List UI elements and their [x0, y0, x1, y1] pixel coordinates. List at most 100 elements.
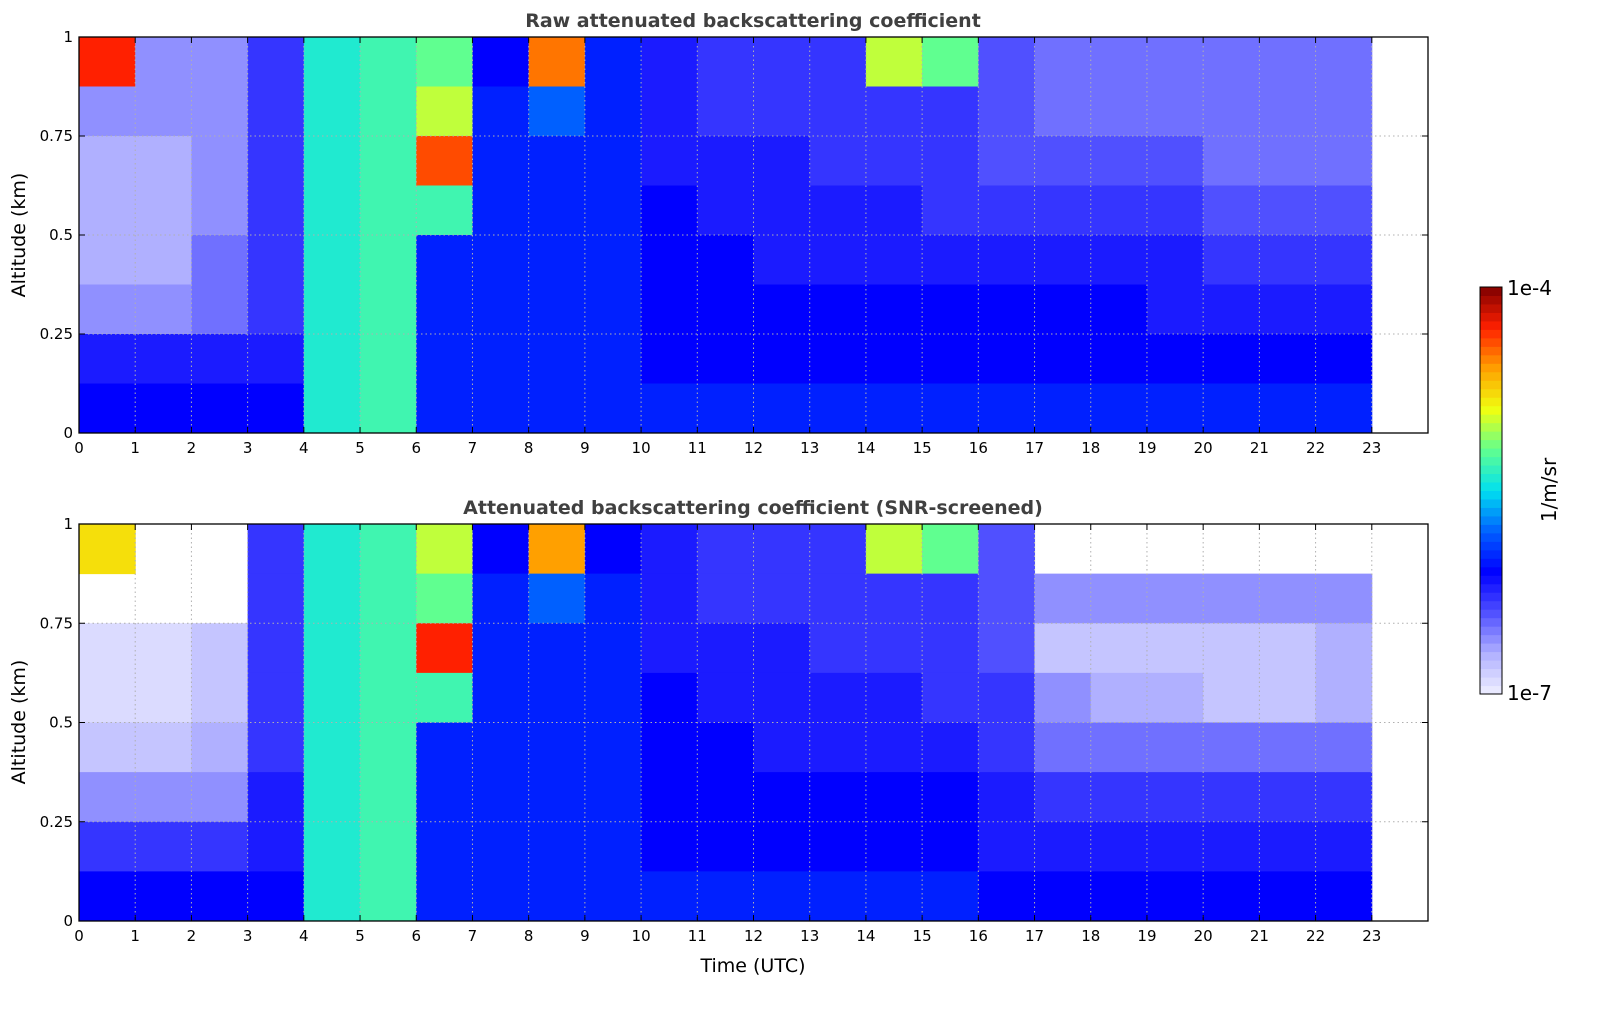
heatmap-cell — [1146, 722, 1204, 773]
heatmap-cell — [303, 37, 361, 87]
heatmap-cell — [584, 524, 642, 575]
heatmap-cell — [641, 284, 698, 335]
heatmap-cell — [1090, 37, 1148, 87]
heatmap-cell — [641, 185, 698, 236]
heatmap-cell — [1146, 623, 1204, 674]
heatmap-cell — [1315, 772, 1373, 823]
heatmap-cell — [978, 383, 1036, 434]
heatmap-cell — [1146, 185, 1204, 236]
heatmap-cell — [528, 235, 586, 285]
heatmap-cell — [922, 37, 979, 87]
colorbar-step — [1480, 549, 1502, 559]
heatmap-cell — [247, 871, 305, 922]
heatmap-cell — [1203, 37, 1260, 87]
heatmap-cell — [303, 136, 361, 186]
heatmap-cell — [1090, 334, 1148, 384]
heatmap-cell — [79, 871, 136, 922]
heatmap-cell — [135, 235, 192, 285]
heatmap-cell — [303, 722, 361, 773]
heatmap-cell — [528, 821, 586, 872]
heatmap-cell — [1090, 383, 1148, 434]
x-tick-label: 16 — [969, 927, 988, 945]
heatmap-cell — [472, 383, 530, 434]
heatmap — [79, 37, 1373, 434]
heatmap-cell — [809, 722, 867, 773]
heatmap-cell — [360, 722, 417, 773]
heatmap-cell — [753, 672, 811, 723]
y-axis-label: Altitude (km) — [8, 173, 30, 298]
heatmap-cell — [1090, 772, 1148, 823]
heatmap-cell — [753, 722, 811, 773]
heatmap-cell — [641, 383, 698, 434]
heatmap-cell — [1034, 136, 1092, 186]
heatmap-cell — [865, 573, 923, 624]
heatmap-cell — [1034, 871, 1092, 922]
colorbar-step — [1480, 456, 1502, 466]
heatmap-cell — [1203, 334, 1260, 384]
heatmap-cell — [79, 722, 136, 773]
heatmap-cell — [360, 672, 417, 723]
heatmap-cell — [528, 37, 586, 87]
x-tick-label: 0 — [74, 927, 84, 945]
heatmap-cell — [247, 37, 305, 87]
heatmap-cell — [922, 672, 979, 723]
heatmap-cell — [528, 136, 586, 186]
heatmap-cell — [697, 185, 754, 236]
heatmap-cell — [641, 871, 698, 922]
heatmap-cell — [79, 334, 136, 384]
heatmap-cell — [1090, 86, 1148, 137]
heatmap-cell — [1034, 623, 1092, 674]
heatmap-cell — [360, 185, 417, 236]
heatmap-cell — [1203, 821, 1260, 872]
heatmap-cell — [79, 383, 136, 434]
heatmap-cell — [809, 672, 867, 723]
colorbar-step — [1480, 371, 1502, 381]
heatmap-cell — [641, 37, 698, 87]
heatmap-cell — [809, 185, 867, 236]
heatmap-cell — [247, 185, 305, 236]
heatmap-cell — [809, 334, 867, 384]
heatmap-cell — [1146, 284, 1204, 335]
heatmap-cell — [865, 722, 923, 773]
heatmap-cell — [79, 235, 136, 285]
x-tick-label: 3 — [243, 439, 253, 457]
heatmap-cell — [416, 821, 473, 872]
y-tick-label: 1 — [63, 515, 73, 533]
heatmap-cell — [416, 136, 473, 186]
x-tick-label: 13 — [800, 927, 819, 945]
x-tick-label: 9 — [580, 927, 590, 945]
heatmap-cell — [1259, 573, 1317, 624]
heatmap-cell — [809, 623, 867, 674]
heatmap — [79, 524, 1373, 922]
colorbar-step — [1480, 685, 1502, 695]
heatmap-cell — [135, 722, 192, 773]
heatmap-cell — [1034, 383, 1092, 434]
heatmap-cell — [1090, 821, 1148, 872]
heatmap-cell — [472, 672, 530, 723]
heatmap-cell — [809, 772, 867, 823]
heatmap-cell — [1034, 334, 1092, 384]
x-tick-label: 19 — [1137, 439, 1156, 457]
heatmap-cell — [865, 623, 923, 674]
heatmap-cell — [416, 672, 473, 723]
heatmap-cell — [472, 772, 530, 823]
colorbar-step — [1480, 473, 1502, 483]
x-tick-label: 5 — [355, 927, 365, 945]
colorbar-frame — [1479, 286, 1503, 695]
heatmap-cell — [641, 235, 698, 285]
heatmap-cell — [1259, 185, 1317, 236]
heatmap-cell — [697, 284, 754, 335]
heatmap-cell — [641, 722, 698, 773]
heatmap-cell — [584, 136, 642, 186]
heatmap-cell — [416, 334, 473, 384]
heatmap-cell — [528, 334, 586, 384]
ticks: 0 1 2 3 4 5 6 7 8 9 10 11 12 13 14 15 16 17 18 19 20 21 22 2300… — [40, 515, 1428, 945]
heatmap-cell — [528, 573, 586, 624]
x-tick-label: 19 — [1137, 927, 1156, 945]
heatmap-cell — [135, 37, 192, 87]
heatmap-cell — [584, 871, 642, 922]
colorbar-step — [1480, 482, 1502, 491]
y-tick-label: 0.75 — [40, 127, 73, 145]
heatmap-cell — [135, 821, 192, 872]
